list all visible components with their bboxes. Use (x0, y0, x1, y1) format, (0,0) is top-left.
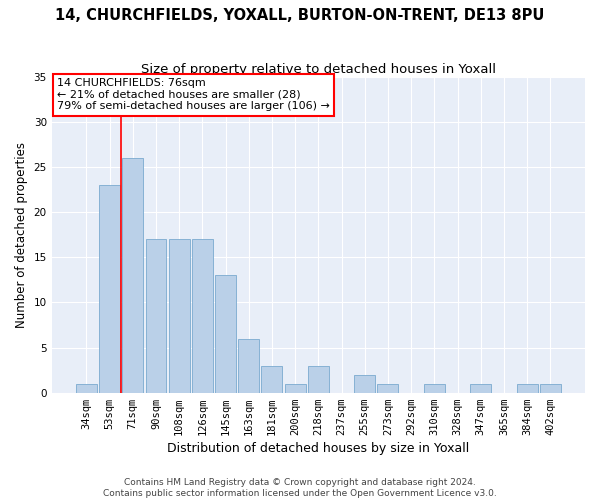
Bar (470, 384, 491, 392)
Bar (308, 366, 329, 392)
Text: Contains HM Land Registry data © Crown copyright and database right 2024.
Contai: Contains HM Land Registry data © Crown c… (103, 478, 497, 498)
Bar (215, 276, 236, 392)
Bar (146, 239, 166, 392)
Y-axis label: Number of detached properties: Number of detached properties (15, 142, 28, 328)
Bar (354, 374, 375, 392)
Bar (517, 384, 538, 392)
Bar (377, 384, 398, 392)
Bar (424, 384, 445, 392)
Bar (122, 158, 143, 392)
Text: 14 CHURCHFIELDS: 76sqm
← 21% of detached houses are smaller (28)
79% of semi-det: 14 CHURCHFIELDS: 76sqm ← 21% of detached… (57, 78, 330, 112)
Bar (76, 384, 97, 392)
Bar (262, 366, 283, 392)
Title: Size of property relative to detached houses in Yoxall: Size of property relative to detached ho… (141, 62, 496, 76)
Bar (169, 239, 190, 392)
Text: 14, CHURCHFIELDS, YOXALL, BURTON-ON-TRENT, DE13 8PU: 14, CHURCHFIELDS, YOXALL, BURTON-ON-TREN… (55, 8, 545, 22)
Bar (99, 185, 120, 392)
X-axis label: Distribution of detached houses by size in Yoxall: Distribution of detached houses by size … (167, 442, 469, 455)
Bar (192, 239, 213, 392)
Bar (540, 384, 561, 392)
Bar (284, 384, 305, 392)
Bar (238, 338, 259, 392)
